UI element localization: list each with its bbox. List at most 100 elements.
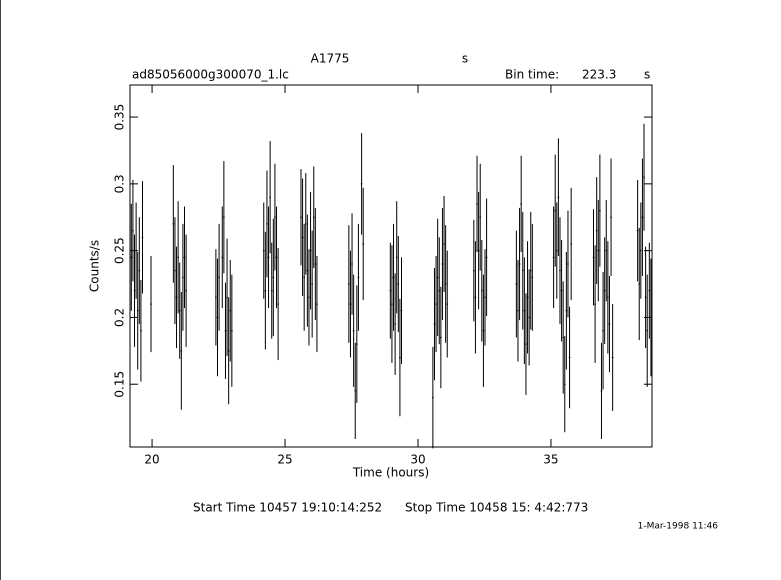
error-bar xyxy=(438,237,441,345)
error-bar xyxy=(517,259,519,362)
error-bar xyxy=(397,235,400,333)
error-bar xyxy=(395,201,398,314)
error-bar xyxy=(433,268,436,381)
error-bar xyxy=(480,239,483,342)
error-bar xyxy=(362,187,365,301)
error-bar xyxy=(560,239,563,342)
error-bar xyxy=(311,230,313,338)
error-bar xyxy=(400,257,403,365)
file-name: ad85056000g300070_1.lc xyxy=(132,68,289,82)
error-bar xyxy=(264,231,267,350)
error-bar xyxy=(567,210,569,318)
bin-time-label: Bin time: xyxy=(505,68,559,82)
error-bar xyxy=(440,286,442,389)
error-bar xyxy=(231,274,233,387)
error-bar xyxy=(352,274,355,387)
error-bar xyxy=(648,242,651,339)
error-bar xyxy=(641,158,644,277)
error-bar xyxy=(600,342,603,439)
error-bar xyxy=(518,207,521,321)
error-bar xyxy=(138,217,141,325)
error-bar xyxy=(218,223,220,331)
error-bar xyxy=(389,242,392,339)
error-bar xyxy=(266,170,268,278)
error-bar xyxy=(482,274,485,387)
error-bar xyxy=(140,280,142,382)
error-bar xyxy=(552,206,555,309)
error-bar xyxy=(562,281,565,394)
error-bar xyxy=(183,206,186,309)
error-bar xyxy=(314,207,317,321)
error-bar xyxy=(436,218,439,337)
error-bar xyxy=(357,223,360,331)
error-bar xyxy=(182,223,184,331)
error-bar xyxy=(221,206,224,309)
error-bar xyxy=(130,203,133,311)
error-bar xyxy=(594,245,596,363)
error-bar xyxy=(269,141,271,254)
error-bar xyxy=(523,257,526,365)
error-bar xyxy=(605,199,608,302)
error-bar xyxy=(568,306,571,409)
error-bar xyxy=(316,255,318,353)
error-bar xyxy=(432,346,434,449)
title-suffix: s xyxy=(462,52,468,66)
error-bar xyxy=(608,276,611,373)
error-bar xyxy=(555,202,558,299)
error-bar xyxy=(526,241,529,354)
error-bar xyxy=(267,206,270,309)
error-bar xyxy=(592,209,595,306)
x-tick-label: 35 xyxy=(543,453,558,467)
error-bar xyxy=(180,292,183,410)
y-tick-label: 0.3 xyxy=(113,174,127,193)
error-bar xyxy=(303,223,306,331)
error-bar xyxy=(643,123,645,231)
error-bar xyxy=(226,238,228,357)
error-bar xyxy=(476,155,478,252)
error-bar xyxy=(348,225,350,343)
error-bar xyxy=(484,249,486,346)
error-bar xyxy=(399,298,401,417)
error-bar xyxy=(177,201,179,314)
error-bar xyxy=(479,163,482,271)
error-bar xyxy=(277,247,279,361)
plot-frame xyxy=(129,84,653,448)
error-bar xyxy=(351,213,353,315)
error-bar xyxy=(477,191,480,310)
error-bar xyxy=(640,202,642,299)
error-bar xyxy=(229,259,232,362)
error-bar xyxy=(227,297,230,405)
error-bar xyxy=(441,207,444,321)
error-bar xyxy=(135,202,137,299)
error-bar xyxy=(308,249,310,346)
error-bar xyxy=(563,336,566,433)
error-bar xyxy=(602,272,604,390)
error-bar xyxy=(356,285,358,403)
error-bar xyxy=(141,181,144,294)
error-bar xyxy=(559,217,561,325)
error-bar xyxy=(520,155,522,252)
error-bar xyxy=(485,198,488,317)
error-bar xyxy=(174,217,176,325)
error-bar xyxy=(304,173,307,275)
error-bar xyxy=(275,206,278,309)
error-bar xyxy=(262,202,265,299)
error-bar xyxy=(215,249,217,346)
error-bar xyxy=(528,269,530,366)
error-bar xyxy=(521,211,524,330)
x-axis-label: Time (hours) xyxy=(352,466,429,480)
error-bar xyxy=(223,161,225,274)
error-bar xyxy=(185,234,187,347)
error-bar xyxy=(570,187,572,301)
error-bar xyxy=(531,223,534,331)
error-bar xyxy=(595,177,598,285)
error-bar xyxy=(224,282,227,379)
error-bar xyxy=(446,250,449,358)
y-axis-label: Counts/s xyxy=(88,240,102,292)
error-bar xyxy=(301,178,304,297)
x-tick-label: 25 xyxy=(277,453,292,467)
chart-title: A1775 xyxy=(311,52,350,66)
error-bar xyxy=(172,165,175,283)
